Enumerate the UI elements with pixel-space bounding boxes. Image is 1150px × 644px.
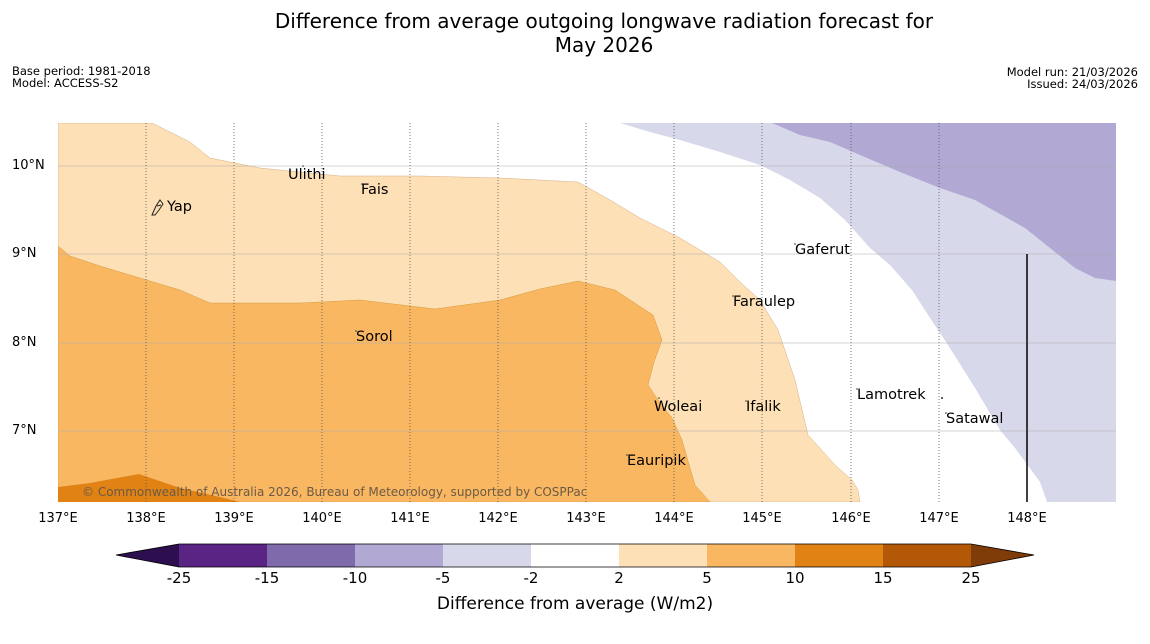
cb-tick-2: 2	[614, 569, 624, 587]
place-ifalik: Ifalik	[746, 399, 781, 415]
place-eauripik: Eauripik	[627, 453, 686, 469]
lat-label-9n: 9°N	[12, 246, 37, 261]
cb-tick-25: 25	[961, 569, 981, 587]
colorbar-seg-5	[531, 544, 619, 567]
lon-label-142e: 142°E	[478, 511, 518, 526]
lon-label-143e: 143°E	[566, 511, 606, 526]
colorbar-seg-7	[707, 544, 795, 567]
cb-tick-minus15: -15	[254, 569, 280, 587]
title-line-2: May 2026	[554, 33, 654, 57]
lon-gridlines	[145, 123, 940, 502]
place-fais: Fais	[361, 182, 389, 198]
model-name: Model: ACCESS-S2	[12, 76, 119, 90]
colorbar-seg-6	[619, 544, 707, 567]
base-period: Base period: 1981-2018	[12, 64, 151, 78]
band-5-to-10	[58, 245, 711, 502]
colorbar-seg-8	[795, 544, 883, 567]
band-10-to-15	[58, 474, 240, 502]
cb-tick-10: 10	[785, 569, 805, 587]
lat-label-10n: 10°N	[12, 158, 45, 173]
lon-label-146e: 146°E	[831, 511, 871, 526]
colorbar-label: Difference from average (W/m2)	[436, 594, 714, 614]
cb-tick-minus10: -10	[342, 569, 368, 587]
cb-tick-15: 15	[873, 569, 893, 587]
lon-label-147e: 147°E	[919, 511, 959, 526]
lon-label-141e: 141°E	[390, 511, 430, 526]
cb-tick-5: 5	[702, 569, 712, 587]
place-ulithi: Ulithi	[288, 167, 326, 183]
copyright-credit: © Commonwealth of Australia 2026, Bureau…	[82, 485, 588, 499]
colorbar-seg-2	[267, 544, 355, 567]
place-faraulep: Faraulep	[733, 294, 796, 310]
chart-title: Difference from average outgoing longwav…	[0, 9, 1150, 57]
map-area	[58, 123, 1116, 502]
lon-label-148e: 148°E	[1007, 511, 1047, 526]
meta-right: Model run: 21/03/2026 Issued: 24/03/2026	[1007, 66, 1138, 90]
place-lamotrek: Lamotrek	[857, 387, 926, 403]
cb-tick-minus25: -25	[166, 569, 192, 587]
lon-label-137e: 137°E	[38, 511, 78, 526]
colorbar-extend-low	[116, 544, 179, 567]
model-run: Model run: 21/03/2026	[1006, 65, 1138, 79]
colorbar	[115, 543, 1035, 568]
place-sorol: Sorol	[356, 329, 393, 345]
place-gaferut: Gaferut	[795, 242, 850, 258]
issued-date: Issued: 24/03/2026	[1027, 77, 1138, 91]
lon-label-138e: 138°E	[126, 511, 166, 526]
meta-left: Base period: 1981-2018 Model: ACCESS-S2	[12, 65, 151, 89]
lon-label-144e: 144°E	[654, 511, 694, 526]
band-minus-2-to-5	[620, 123, 1116, 502]
colorbar-outline	[115, 543, 1035, 568]
lat-label-7n: 7°N	[12, 423, 37, 438]
yap-island-shape	[151, 199, 164, 216]
title-line-1: Difference from average outgoing longwav…	[274, 9, 934, 33]
cb-tick-minus2: -2	[523, 569, 539, 587]
lat-label-8n: 8°N	[12, 335, 37, 350]
place-yap: Yap	[167, 199, 192, 215]
place-woleai: Woleai	[654, 399, 703, 415]
colorbar-extend-high	[971, 544, 1034, 567]
cb-tick-minus5: -5	[435, 569, 451, 587]
lon-label-139e: 139°E	[214, 511, 254, 526]
colorbar-seg-1	[179, 544, 267, 567]
place-satawal: Satawal	[946, 411, 1004, 427]
lon-label-145e: 145°E	[742, 511, 782, 526]
colorbar-seg-9	[883, 544, 971, 567]
colorbar-seg-3	[355, 544, 443, 567]
colorbar-seg-4	[443, 544, 531, 567]
lon-label-140e: 140°E	[302, 511, 342, 526]
island-markers	[302, 165, 947, 456]
band-minus-5-to-10	[772, 123, 1116, 281]
